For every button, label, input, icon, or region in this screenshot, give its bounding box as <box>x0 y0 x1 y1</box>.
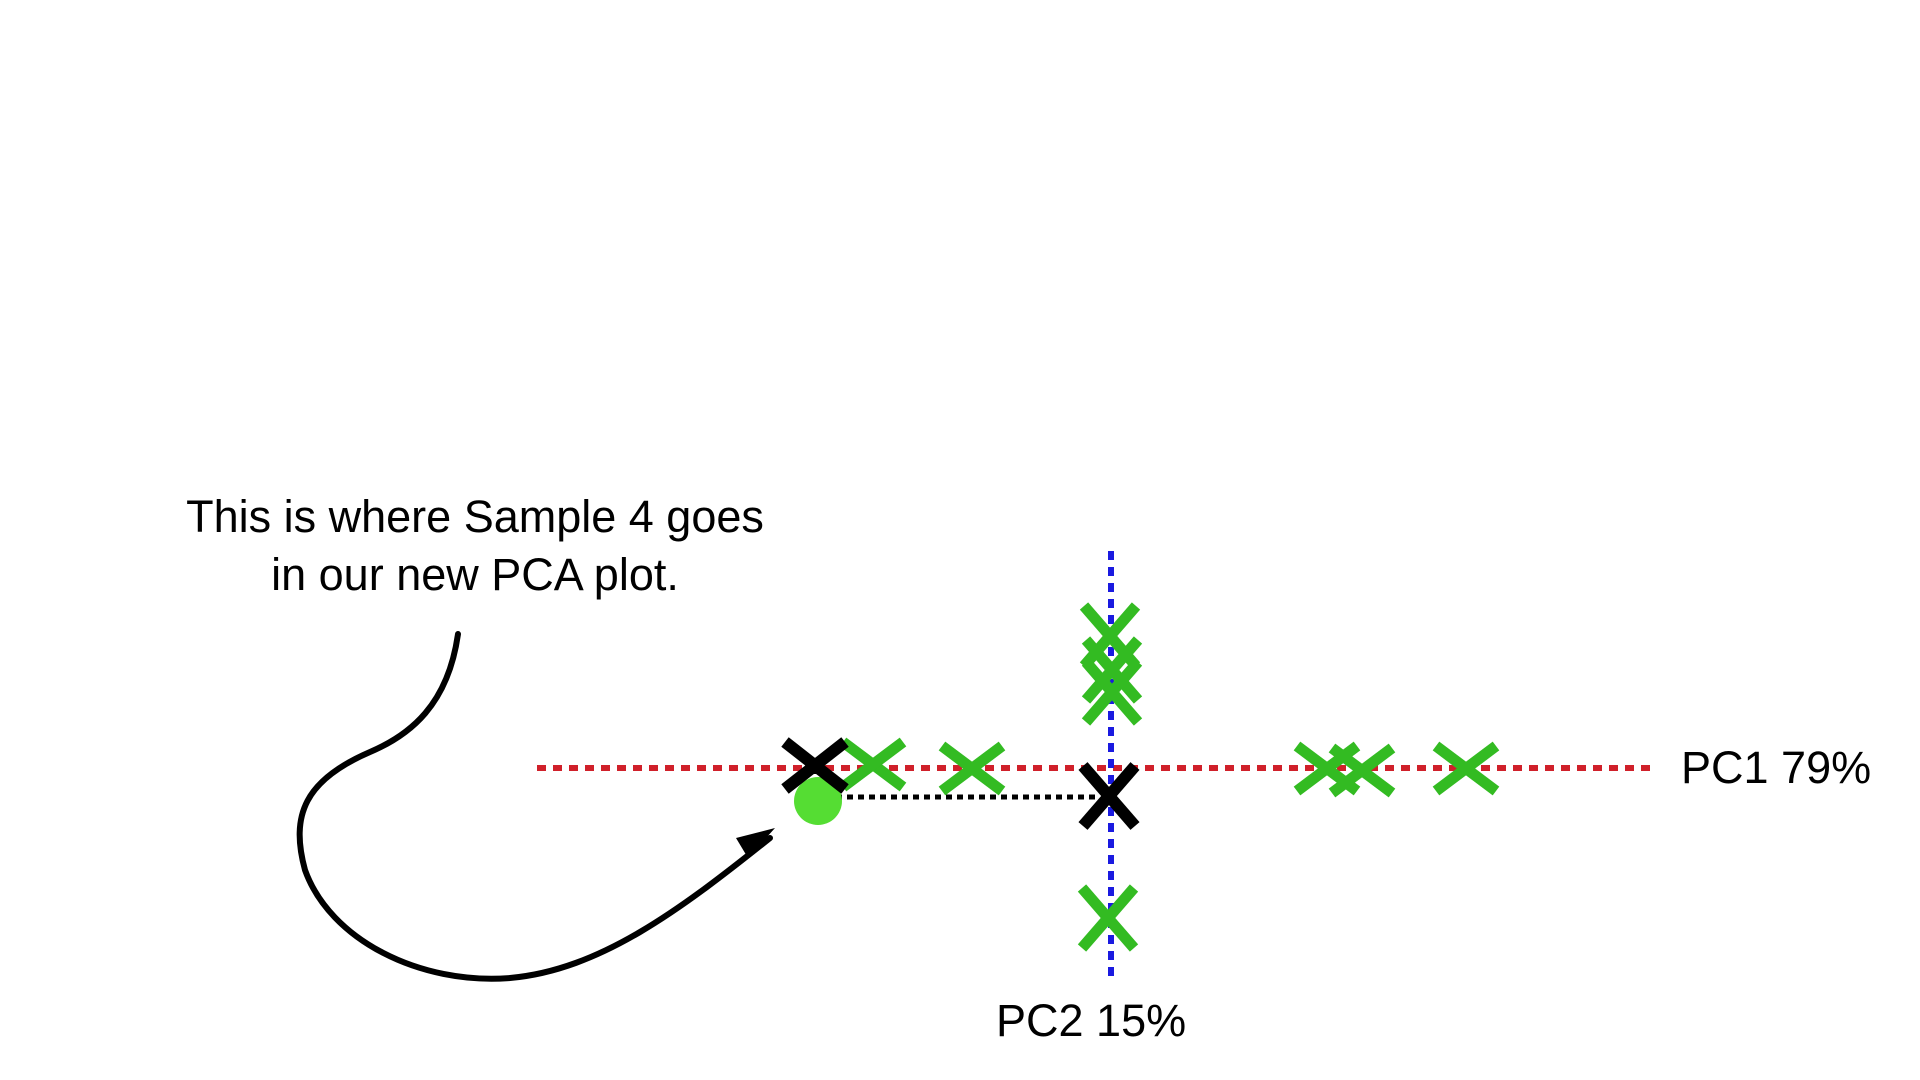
sample-marker <box>1081 636 1143 704</box>
pointer-arrow <box>296 631 773 982</box>
sample-marker <box>839 737 907 792</box>
sample-marker <box>938 741 1006 796</box>
sample-marker <box>1432 741 1500 796</box>
sample-marker <box>1081 658 1143 726</box>
projected-marker <box>1078 762 1140 830</box>
sample-marker <box>1077 884 1139 952</box>
annotation-line-1: This is where Sample 4 goes <box>186 491 764 542</box>
pc1-axis-label: PC1 79% <box>1681 742 1872 793</box>
sample-4-dot <box>794 777 842 825</box>
pc2-axis-label: PC2 15% <box>996 995 1187 1046</box>
sample-marker <box>1328 743 1396 798</box>
annotation-text: This is where Sample 4 goes in our new P… <box>130 488 820 604</box>
pointer-arrowhead <box>736 828 775 858</box>
sample-4-marker <box>781 737 849 794</box>
annotation-line-2: in our new PCA plot. <box>271 549 679 600</box>
